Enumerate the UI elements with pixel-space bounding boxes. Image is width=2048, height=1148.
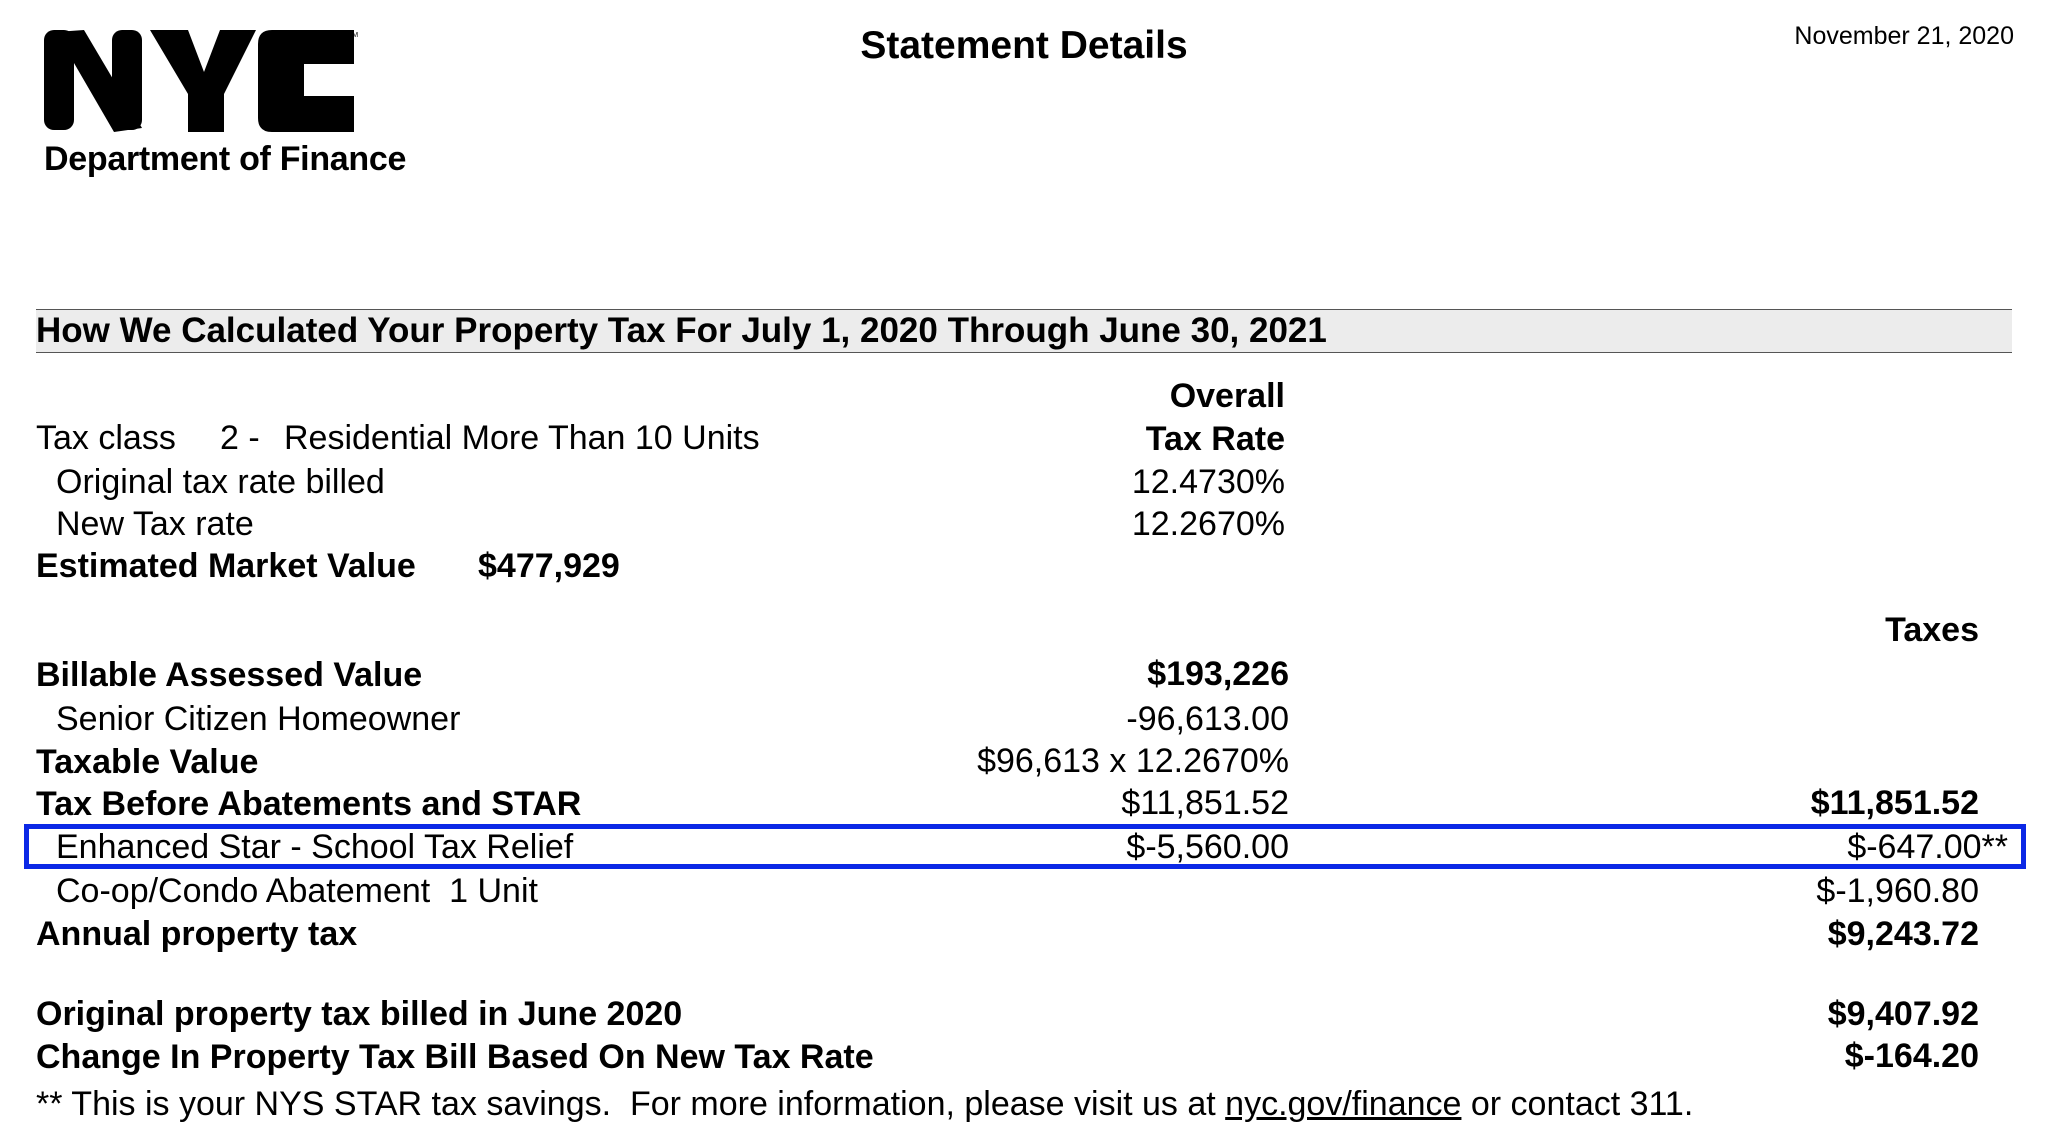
new-rate-label: New Tax rate bbox=[56, 505, 254, 543]
billable-assessed-value: $193,226 bbox=[1147, 655, 1289, 693]
page-title: Statement Details bbox=[860, 24, 1188, 67]
tax-before-abatements-label: Tax Before Abatements and STAR bbox=[36, 785, 582, 823]
annual-tax-label: Annual property tax bbox=[36, 915, 358, 953]
finance-website-link[interactable]: nyc.gov/finance bbox=[1225, 1085, 1462, 1123]
rate-header-line1: Overall bbox=[1169, 377, 1285, 415]
tax-class-label: Tax class bbox=[36, 419, 176, 457]
enhanced-star-highlight-box bbox=[24, 824, 2026, 869]
coop-abatement-taxes: $-1,960.80 bbox=[1816, 872, 1979, 910]
taxable-value-label: Taxable Value bbox=[36, 743, 259, 781]
footnote: ** This is your NYS STAR tax savings. Fo… bbox=[36, 1084, 1693, 1124]
department-name: Department of Finance bbox=[44, 140, 407, 178]
senior-citizen-value: -96,613.00 bbox=[1126, 700, 1289, 738]
nyc-logo: TM bbox=[44, 30, 358, 132]
footnote-suffix: or contact 311. bbox=[1461, 1085, 1694, 1123]
new-rate-value: 12.2670% bbox=[1131, 505, 1285, 543]
change-in-bill-label: Change In Property Tax Bill Based On New… bbox=[36, 1038, 874, 1076]
section-title: How We Calculated Your Property Tax For … bbox=[36, 311, 1327, 350]
section-header-band bbox=[36, 309, 2012, 353]
market-value-label: Estimated Market Value bbox=[36, 547, 416, 585]
svg-text:TM: TM bbox=[348, 32, 358, 39]
enhanced-star-taxes: $-647.00** bbox=[1847, 828, 2008, 866]
footnote-prefix: ** This is your NYS STAR tax savings. Fo… bbox=[36, 1085, 1226, 1123]
change-in-bill-amount: $-164.20 bbox=[1844, 1037, 1979, 1075]
original-billed-amount: $9,407.92 bbox=[1827, 995, 1979, 1033]
coop-abatement-label: Co-op/Condo Abatement 1 Unit bbox=[56, 872, 538, 910]
original-billed-label: Original property tax billed in June 202… bbox=[36, 995, 683, 1033]
annual-tax-amount: $9,243.72 bbox=[1827, 915, 1979, 953]
tax-class-code: 2 - bbox=[220, 419, 260, 457]
enhanced-star-rate: $-5,560.00 bbox=[1126, 828, 1289, 866]
statement-date: November 21, 2020 bbox=[1794, 22, 2014, 50]
billable-assessed-label: Billable Assessed Value bbox=[36, 656, 423, 694]
tax-class-description: Residential More Than 10 Units bbox=[284, 419, 760, 457]
taxes-header: Taxes bbox=[1885, 611, 1979, 649]
rate-header-line2: Tax Rate bbox=[1145, 420, 1285, 458]
senior-citizen-label: Senior Citizen Homeowner bbox=[56, 700, 461, 738]
enhanced-star-label: Enhanced Star - School Tax Relief bbox=[56, 828, 574, 866]
market-value-amount: $477,929 bbox=[478, 547, 620, 585]
tax-before-abatements-taxes: $11,851.52 bbox=[1810, 784, 1979, 822]
tax-before-abatements-rate: $11,851.52 bbox=[1121, 784, 1289, 822]
original-rate-value: 12.4730% bbox=[1131, 463, 1285, 501]
original-rate-label: Original tax rate billed bbox=[56, 463, 385, 501]
taxable-value-calc: $96,613 x 12.2670% bbox=[977, 742, 1289, 780]
